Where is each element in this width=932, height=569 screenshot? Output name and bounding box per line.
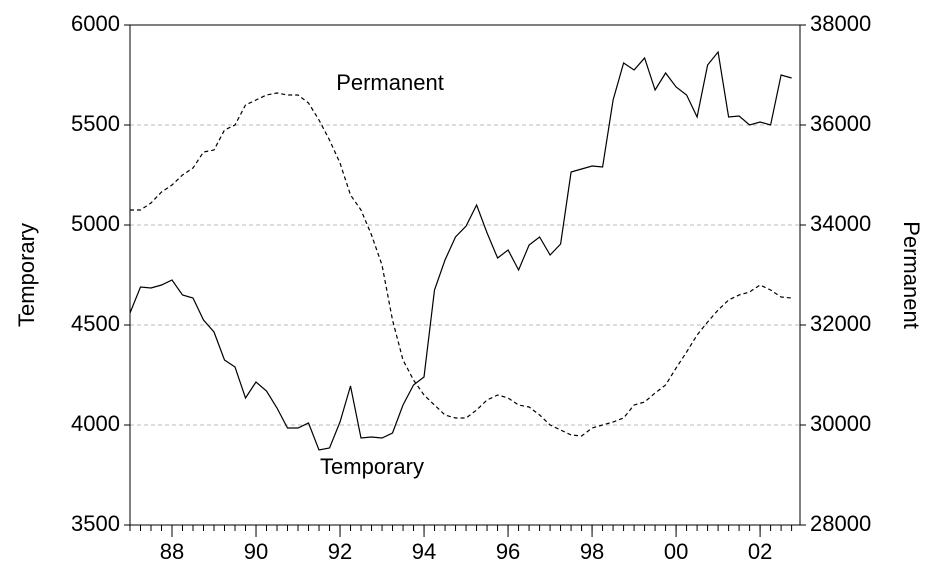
y2-tick-label: 28000 (810, 511, 871, 536)
x-tick-label: 92 (328, 539, 352, 564)
series-line (130, 92, 792, 437)
x-tick-label: 90 (244, 539, 268, 564)
y-tick-label: 5000 (71, 211, 120, 236)
annotation: Permanent (336, 70, 444, 95)
y2-axis-title: Permanent (899, 221, 924, 329)
y2-tick-label: 30000 (810, 411, 871, 436)
y-tick-label: 6000 (71, 11, 120, 36)
x-tick-label: 98 (580, 539, 604, 564)
y2-tick-label: 32000 (810, 311, 871, 336)
x-tick-label: 96 (496, 539, 520, 564)
x-tick-label: 02 (748, 539, 772, 564)
y-axis-title: Temporary (14, 223, 39, 327)
plot-frame (129, 24, 801, 526)
x-tick-label: 94 (412, 539, 436, 564)
x-tick-label: 88 (160, 539, 184, 564)
y2-tick-label: 38000 (810, 11, 871, 36)
y2-tick-label: 34000 (810, 211, 871, 236)
y-tick-label: 4000 (71, 411, 120, 436)
annotation: Temporary (320, 454, 424, 479)
y-tick-label: 4500 (71, 311, 120, 336)
y2-tick-label: 36000 (810, 111, 871, 136)
y-tick-label: 5500 (71, 111, 120, 136)
series-line (129, 50, 792, 451)
y-tick-label: 3500 (71, 511, 120, 536)
x-tick-label: 00 (664, 539, 688, 564)
